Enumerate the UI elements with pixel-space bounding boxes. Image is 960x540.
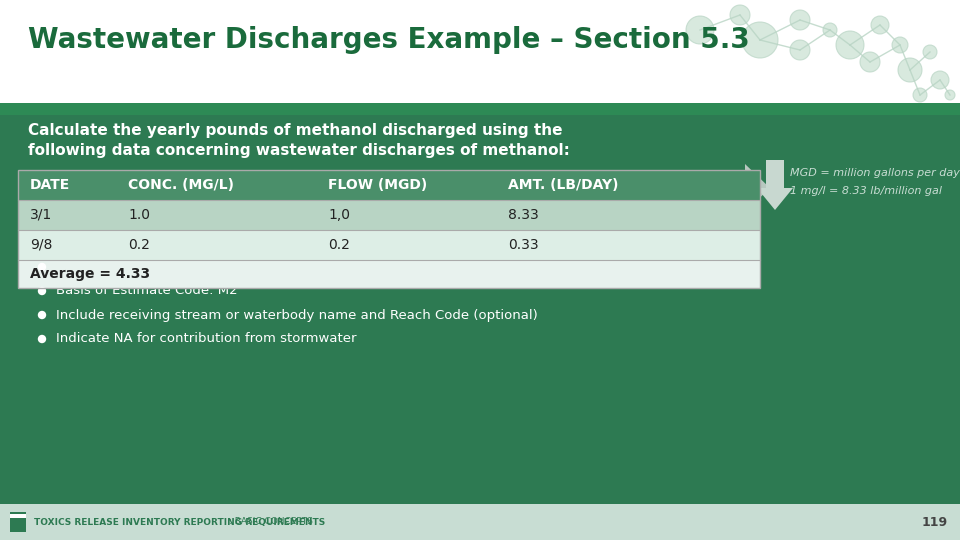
Bar [0, 0, 960, 115]
Circle shape [790, 10, 810, 30]
Circle shape [892, 37, 908, 53]
Text: Basis of Estimate Code: M2: Basis of Estimate Code: M2 [56, 285, 238, 298]
Circle shape [790, 40, 810, 60]
Bar [18, 230, 760, 260]
Polygon shape [757, 160, 793, 210]
Circle shape [38, 264, 45, 271]
Circle shape [38, 335, 45, 342]
Text: 0.33: 0.33 [508, 238, 539, 252]
Text: Average = 4.33: Average = 4.33 [30, 267, 150, 281]
Bar [10, 512, 26, 532]
Text: FLOW (MGD): FLOW (MGD) [328, 178, 427, 192]
Text: 9/8: 9/8 [30, 238, 53, 252]
Bar [18, 200, 760, 230]
Circle shape [836, 31, 864, 59]
Text: 119: 119 [922, 516, 948, 529]
Circle shape [871, 16, 889, 34]
Bar [0, 504, 960, 540]
Circle shape [38, 312, 45, 319]
Circle shape [931, 71, 949, 89]
Circle shape [742, 22, 778, 58]
Circle shape [860, 52, 880, 72]
Text: 1 mg/l = 8.33 lb/million gal: 1 mg/l = 8.33 lb/million gal [790, 186, 942, 196]
Circle shape [945, 90, 955, 100]
Bar [0, 103, 960, 115]
Circle shape [823, 23, 837, 37]
Bar [18, 170, 760, 288]
Text: Wastewater Discharges Example – Section 5.3: Wastewater Discharges Example – Section … [28, 26, 750, 54]
Text: 8.33: 8.33 [508, 208, 539, 222]
Text: 3/1: 3/1 [30, 208, 52, 222]
Text: MGD = million gallons per day: MGD = million gallons per day [790, 168, 960, 178]
Text: Assuming 365 days of discharge and no other sources:: Assuming 365 days of discharge and no ot… [28, 245, 497, 260]
Text: 0.2: 0.2 [128, 238, 150, 252]
Text: 4.33 lb/day × 365 day = 1,580 lb total release: 4.33 lb/day × 365 day = 1,580 lb total r… [56, 260, 367, 273]
Bar [18, 170, 760, 200]
Bar [10, 514, 26, 518]
Bar [18, 260, 760, 288]
Text: following data concerning wastewater discharges of methanol:: following data concerning wastewater dis… [28, 144, 570, 159]
Text: : BASIC CONCEPTS: : BASIC CONCEPTS [229, 517, 313, 526]
Text: 1,0: 1,0 [328, 208, 350, 222]
Text: TOXICS RELEASE INVENTORY REPORTING REQUIREMENTS: TOXICS RELEASE INVENTORY REPORTING REQUI… [34, 517, 325, 526]
Text: 0.2: 0.2 [328, 238, 349, 252]
Circle shape [913, 88, 927, 102]
Text: Calculate the yearly pounds of methanol discharged using the: Calculate the yearly pounds of methanol … [28, 124, 563, 138]
Polygon shape [18, 164, 770, 212]
Text: DATE: DATE [30, 178, 70, 192]
Circle shape [730, 5, 750, 25]
Text: Indicate NA for contribution from stormwater: Indicate NA for contribution from stormw… [56, 333, 356, 346]
Text: CONC. (MG/L): CONC. (MG/L) [128, 178, 234, 192]
Text: Include receiving stream or waterbody name and Reach Code (optional): Include receiving stream or waterbody na… [56, 308, 538, 321]
Circle shape [686, 16, 714, 44]
Circle shape [923, 45, 937, 59]
Text: AMT. (LB/DAY): AMT. (LB/DAY) [508, 178, 618, 192]
Circle shape [38, 287, 45, 294]
Text: 1.0: 1.0 [128, 208, 150, 222]
Circle shape [898, 58, 922, 82]
